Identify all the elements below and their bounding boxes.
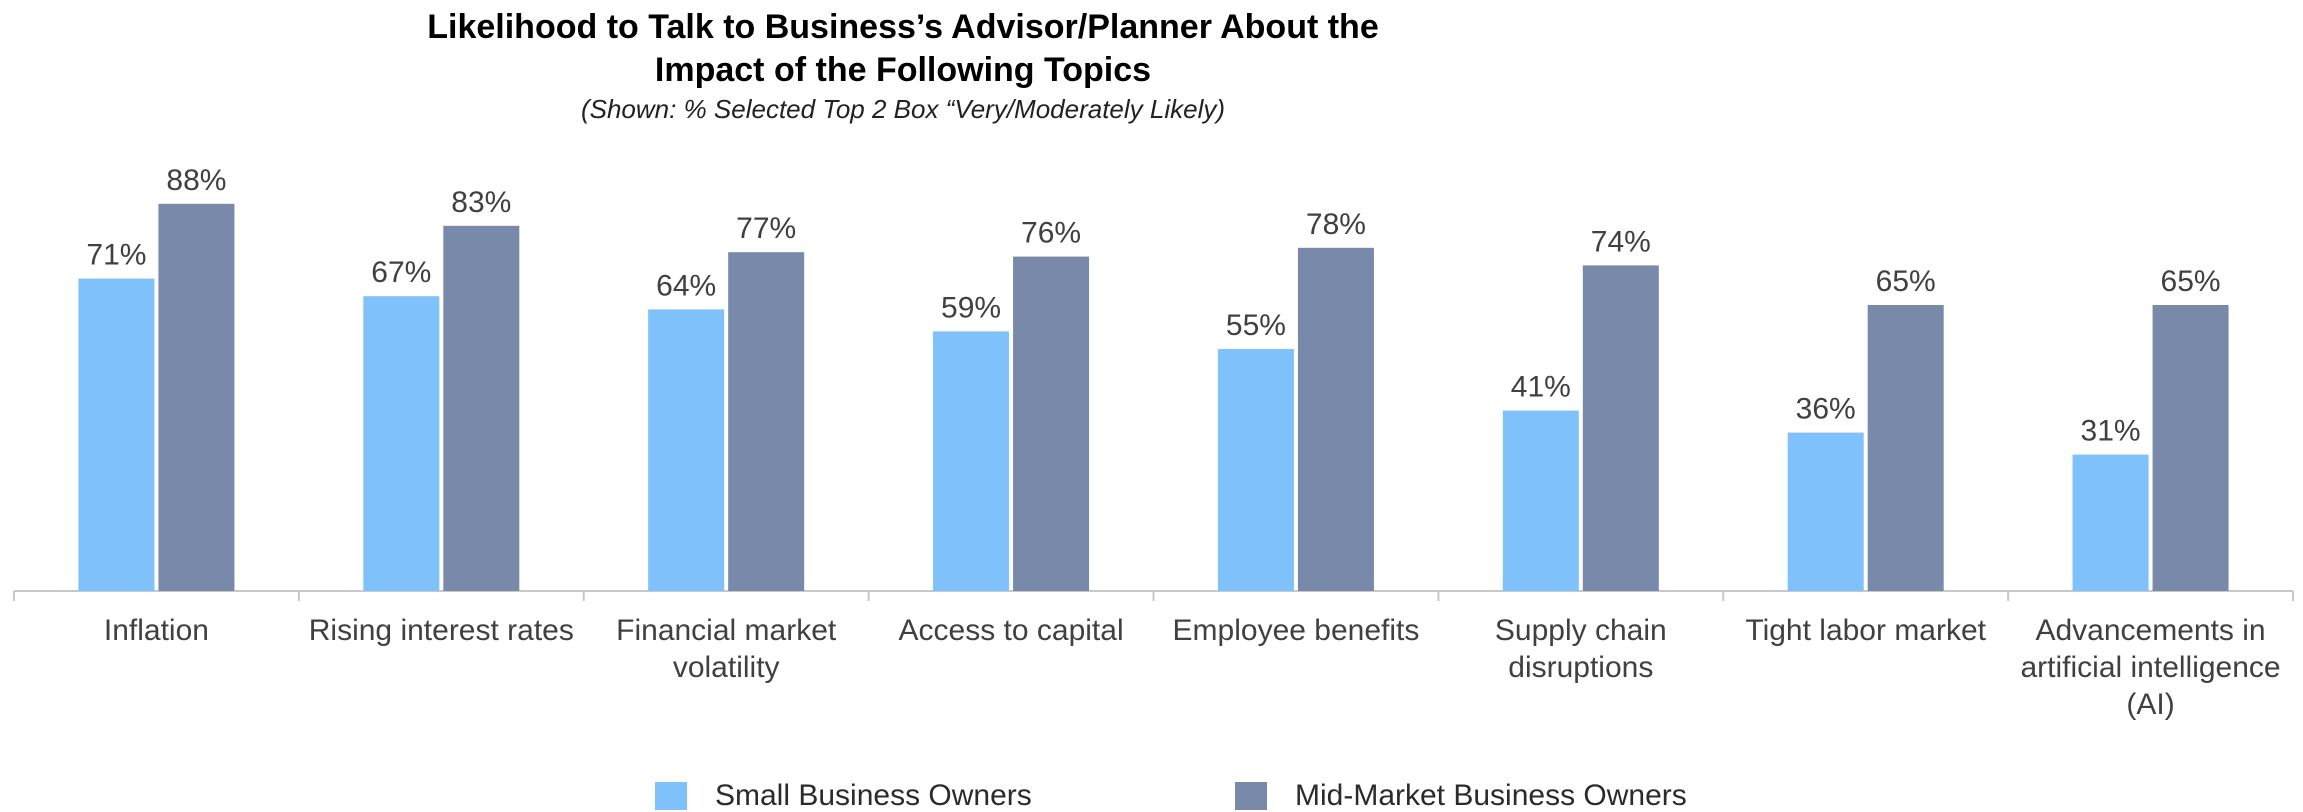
legend-swatch-small-business (655, 782, 687, 810)
category-label: Access to capital (899, 614, 1124, 647)
data-label-mid-market: 65% (1876, 265, 1936, 298)
bar-mid-market (158, 203, 235, 592)
bar-small-business (1217, 349, 1294, 591)
category-label: Inflation (104, 614, 209, 647)
chart-title-line-2: Impact of the Following Topics (654, 51, 1152, 89)
data-label-mid-market: 65% (2161, 265, 2221, 298)
category-label: artificial intelligence (2020, 651, 2280, 684)
bar-mid-market (1867, 305, 1944, 591)
chart-title-block: Likelihood to Talk to Business’s Advisor… (0, 6, 1806, 126)
data-label-small-business: 67% (371, 256, 431, 289)
bar-small-business (1787, 432, 1864, 591)
bar-small-business (933, 331, 1010, 591)
bar-mid-market (1582, 265, 1659, 591)
category-label: (AI) (2126, 688, 2174, 721)
data-label-small-business: 41% (1511, 371, 1571, 404)
legend-label-mid-market: Mid-Market Business Owners (1295, 779, 1687, 812)
chart-title-line-1: Likelihood to Talk to Business’s Advisor… (427, 8, 1379, 46)
data-label-mid-market: 74% (1591, 225, 1651, 258)
legend-item-mid-market: Mid-Market Business Owners (1235, 779, 1687, 812)
category-label: Advancements in (2035, 614, 2265, 647)
chart-legend: Small Business Owners Mid-Market Busines… (0, 779, 2303, 812)
bar-mid-market (728, 252, 805, 591)
data-label-small-business: 55% (1226, 309, 1286, 342)
data-label-mid-market: 77% (736, 212, 796, 245)
bar-mid-market (2152, 305, 2229, 591)
bar-small-business (78, 278, 155, 591)
data-label-small-business: 64% (656, 269, 716, 302)
category-label: Rising interest rates (309, 614, 574, 647)
chart-subtitle: (Shown: % Selected Top 2 Box “Very/Moder… (580, 94, 1226, 124)
bar-mid-market (1013, 256, 1090, 591)
data-label-mid-market: 83% (451, 186, 511, 219)
data-label-mid-market: 78% (1306, 208, 1366, 241)
data-label-small-business: 36% (1796, 393, 1856, 426)
data-label-mid-market: 76% (1021, 217, 1081, 250)
data-label-small-business: 71% (86, 239, 146, 272)
data-label-small-business: 31% (2081, 415, 2141, 448)
bar-mid-market (1297, 247, 1374, 592)
bar-small-business (363, 296, 440, 591)
category-label: Employee benefits (1173, 614, 1420, 647)
bar-mid-market (443, 225, 520, 592)
legend-label-small-business: Small Business Owners (715, 779, 1032, 812)
category-label: Financial market (616, 614, 837, 647)
category-label: volatility (673, 651, 780, 684)
category-label: Supply chain (1495, 614, 1667, 647)
data-label-mid-market: 88% (166, 164, 226, 197)
bar-small-business (1502, 410, 1579, 591)
legend-item-small-business: Small Business Owners (655, 779, 1032, 812)
bar-chart: 71% 88% Inflation 67% 83% Rising interest rat… (13, 164, 2294, 721)
category-label: Tight labor market (1745, 614, 1986, 647)
bar-small-business (648, 309, 725, 591)
legend-swatch-mid-market (1235, 782, 1267, 810)
category-label: disruptions (1508, 651, 1653, 684)
bar-small-business (2072, 454, 2149, 591)
data-label-small-business: 59% (941, 291, 1001, 324)
